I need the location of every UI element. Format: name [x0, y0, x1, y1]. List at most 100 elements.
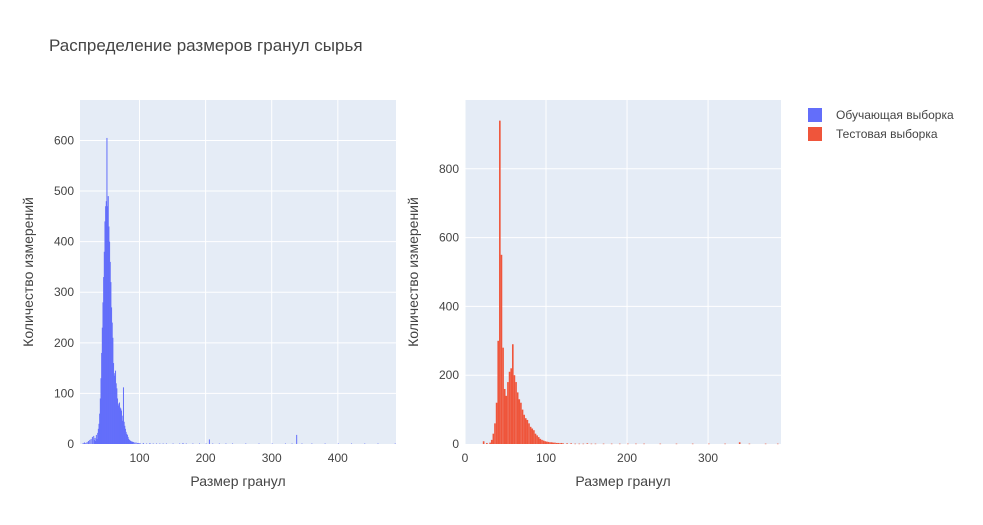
histogram-bar-train[interactable] [120, 410, 122, 444]
histogram-bar-test[interactable] [521, 409, 524, 444]
histogram-bar-test[interactable] [590, 443, 593, 445]
histogram-bar-test[interactable] [508, 371, 511, 444]
histogram-bar-train[interactable] [135, 442, 137, 444]
histogram-bar-train[interactable] [120, 408, 122, 444]
histogram-bar-test[interactable] [586, 443, 589, 444]
histogram-bar-train[interactable] [124, 425, 126, 444]
histogram-bar-test[interactable] [492, 433, 495, 444]
histogram-bar-train[interactable] [159, 443, 161, 444]
histogram-bar-train[interactable] [113, 373, 115, 444]
histogram-bar-test[interactable] [490, 439, 493, 444]
histogram-bar-train[interactable] [95, 434, 97, 444]
histogram-bar-train[interactable] [95, 440, 97, 444]
histogram-bar-train[interactable] [115, 370, 117, 444]
histogram-bar-train[interactable] [225, 443, 227, 444]
histogram-bar-test[interactable] [724, 443, 726, 445]
histogram-bar-train[interactable] [101, 327, 103, 444]
histogram-bar-test[interactable] [541, 439, 543, 444]
histogram-bar-test[interactable] [537, 437, 540, 444]
histogram-bar-train[interactable] [114, 375, 116, 444]
histogram-bar-train[interactable] [111, 322, 113, 444]
histogram-bar-train[interactable] [245, 443, 247, 444]
histogram-bar-train[interactable] [271, 443, 273, 444]
histogram-bar-train[interactable] [119, 407, 121, 444]
histogram-bar-test[interactable] [560, 442, 563, 444]
histogram-bar-test[interactable] [547, 441, 550, 444]
histogram-bar-test[interactable] [502, 347, 504, 444]
histogram-bar-train[interactable] [93, 439, 95, 444]
histogram-bar-test[interactable] [602, 443, 605, 445]
histogram-bar-train[interactable] [113, 363, 115, 444]
histogram-bar-train[interactable] [182, 442, 184, 444]
histogram-bar-test[interactable] [513, 375, 516, 444]
histogram-bar-test[interactable] [643, 443, 645, 445]
histogram-bar-train[interactable] [142, 442, 144, 444]
histogram-bar-test[interactable] [550, 442, 553, 444]
histogram-bar-train[interactable] [126, 434, 128, 444]
histogram-bar-train[interactable] [116, 388, 118, 444]
histogram-bar-train[interactable] [99, 398, 101, 444]
histogram-bar-train[interactable] [111, 307, 113, 444]
histogram-bar-train[interactable] [337, 443, 339, 444]
histogram-bar-test[interactable] [524, 418, 527, 444]
histogram-bar-test[interactable] [515, 382, 517, 444]
histogram-bar-train[interactable] [85, 442, 87, 444]
histogram-bar-test[interactable] [566, 443, 568, 444]
histogram-bar-train[interactable] [97, 432, 99, 444]
histogram-bar-train[interactable] [129, 440, 131, 444]
histogram-bar-test[interactable] [738, 442, 741, 444]
histogram-bar-test[interactable] [627, 443, 629, 445]
histogram-bar-train[interactable] [100, 378, 102, 444]
histogram-bar-train[interactable] [117, 398, 119, 444]
histogram-bar-train[interactable] [98, 423, 100, 444]
histogram-bar-train[interactable] [291, 443, 293, 444]
histogram-bar-train[interactable] [134, 442, 136, 444]
histogram-bar-train[interactable] [130, 440, 132, 444]
histogram-bar-train[interactable] [152, 443, 154, 444]
histogram-bar-train[interactable] [212, 443, 214, 444]
legend-item-test[interactable]: Тестовая выборка [808, 127, 938, 141]
histogram-bar-train[interactable] [121, 415, 123, 444]
histogram-bar-test[interactable] [708, 443, 710, 445]
histogram-bar-train[interactable] [86, 441, 88, 444]
histogram-bar-train[interactable] [123, 421, 125, 444]
histogram-bar-train[interactable] [149, 442, 151, 444]
histogram-bar-train[interactable] [131, 441, 133, 444]
histogram-bar-test[interactable] [529, 426, 532, 444]
histogram-bar-train[interactable] [218, 443, 220, 444]
histogram-bar-train[interactable] [198, 443, 200, 444]
histogram-bar-train[interactable] [117, 403, 119, 444]
histogram-bar-test[interactable] [500, 254, 503, 444]
histogram-bar-train[interactable] [97, 428, 99, 444]
histogram-bar-test[interactable] [503, 388, 506, 444]
histogram-bar-test[interactable] [542, 440, 545, 444]
histogram-bar-train[interactable] [94, 437, 96, 444]
histogram-bar-train[interactable] [205, 443, 207, 444]
histogram-bar-train[interactable] [107, 206, 109, 444]
histogram-bar-train[interactable] [105, 206, 107, 444]
histogram-bar-test[interactable] [507, 382, 509, 444]
histogram-bar-train[interactable] [102, 302, 104, 444]
histogram-bar-train[interactable] [89, 439, 91, 444]
histogram-bar-test[interactable] [489, 442, 491, 444]
histogram-bar-train[interactable] [112, 337, 114, 444]
histogram-bar-train[interactable] [110, 282, 112, 444]
histogram-bar-test[interactable] [558, 443, 561, 444]
histogram-bar-test[interactable] [610, 443, 613, 445]
histogram-bar-test[interactable] [505, 395, 508, 444]
histogram-bar-test[interactable] [539, 438, 542, 444]
histogram-bar-train[interactable] [146, 443, 148, 444]
histogram-bar-train[interactable] [122, 387, 124, 444]
histogram-bar-test[interactable] [554, 442, 556, 444]
histogram-bar-test[interactable] [533, 430, 535, 444]
histogram-bar-train[interactable] [351, 443, 353, 444]
histogram-bar-train[interactable] [126, 433, 128, 444]
histogram-bar-test[interactable] [516, 392, 519, 444]
histogram-bar-test[interactable] [555, 442, 558, 444]
histogram-bar-test[interactable] [691, 443, 694, 445]
legend[interactable]: Обучающая выборка Тестовая выборка [808, 108, 954, 141]
histogram-bar-test[interactable] [546, 441, 548, 444]
histogram-bar-test[interactable] [520, 402, 522, 444]
histogram-bar-test[interactable] [536, 435, 538, 444]
histogram-bar-train[interactable] [90, 438, 92, 444]
